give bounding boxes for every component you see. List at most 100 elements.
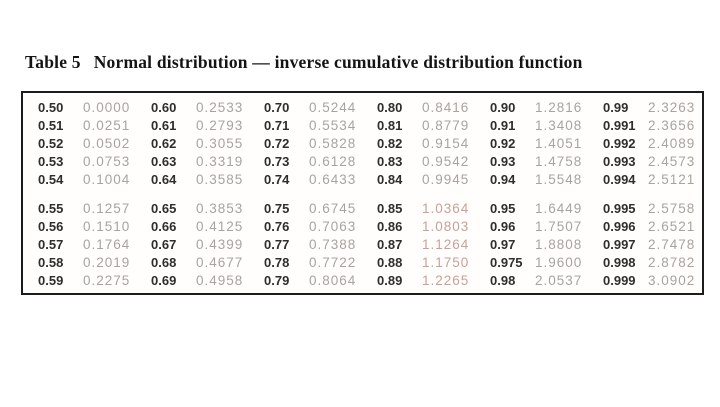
table-title-text: Normal distribution — inverse cumulative…	[93, 52, 583, 72]
probability-value-pair: 0.61 0.2793	[136, 117, 249, 135]
probability-value-pair: 0.81 0.8779	[362, 117, 475, 135]
inverse-cdf-value-cell: 0.1764	[83, 237, 131, 252]
probability-value-pair: 0.91 1.3408	[475, 117, 588, 135]
inverse-cdf-value-cell: 0.4677	[196, 255, 244, 270]
z-table: 0.50 0.0000 0.60 0.2533 0.70 0.5244 0.80 0.8416…	[21, 91, 704, 295]
probability-cell: 0.51	[38, 118, 64, 133]
table-row: 0.55 0.1257 0.65 0.3853 0.75 0.6745 0.85 1.0364…	[23, 200, 702, 218]
inverse-cdf-value-cell: 2.5121	[648, 172, 696, 187]
probability-value-pair: 0.94 1.5548	[475, 171, 588, 189]
inverse-cdf-value-cell: 0.0753	[83, 154, 131, 169]
inverse-cdf-value-cell: 0.8779	[422, 118, 470, 133]
probability-value-pair: 0.73 0.6128	[249, 153, 362, 171]
inverse-cdf-value-cell: 0.9542	[422, 154, 470, 169]
inverse-cdf-value-cell: 2.3263	[648, 100, 696, 115]
probability-cell: 0.86	[377, 219, 403, 234]
probability-cell: 0.70	[264, 100, 290, 115]
probability-cell: 0.97	[490, 237, 516, 252]
probability-value-pair: 0.78 0.7722	[249, 254, 362, 272]
inverse-cdf-value-cell: 1.4051	[535, 136, 583, 151]
inverse-cdf-value-cell: 1.0364	[422, 201, 470, 216]
probability-value-pair: 0.994 2.5121	[588, 171, 701, 189]
probability-value-pair: 0.66 0.4125	[136, 218, 249, 236]
probability-cell: 0.74	[264, 172, 290, 187]
probability-cell: 0.69	[151, 273, 177, 288]
probability-cell: 0.68	[151, 255, 177, 270]
probability-cell: 0.76	[264, 219, 290, 234]
probability-cell: 0.72	[264, 136, 290, 151]
inverse-cdf-value-cell: 0.2793	[196, 118, 244, 133]
probability-value-pair: 0.65 0.3853	[136, 200, 249, 218]
probability-cell: 0.80	[377, 100, 403, 115]
probability-cell: 0.66	[151, 219, 177, 234]
probability-cell: 0.90	[490, 100, 516, 115]
inverse-cdf-value-cell: 1.1264	[422, 237, 470, 252]
inverse-cdf-value-cell: 0.2019	[83, 255, 131, 270]
probability-cell: 0.50	[38, 100, 64, 115]
inverse-cdf-value-cell: 1.5548	[535, 172, 583, 187]
probability-cell: 0.997	[603, 237, 636, 252]
probability-cell: 0.67	[151, 237, 177, 252]
inverse-cdf-value-cell: 2.4573	[648, 154, 696, 169]
probability-value-pair: 0.53 0.0753	[23, 153, 136, 171]
table-row: 0.52 0.0502 0.62 0.3055 0.72 0.5828 0.82 0.9154…	[23, 135, 702, 153]
probability-value-pair: 0.79 0.8064	[249, 272, 362, 290]
inverse-cdf-value-cell: 1.7507	[535, 219, 583, 234]
probability-value-pair: 0.68 0.4677	[136, 254, 249, 272]
probability-value-pair: 0.69 0.4958	[136, 272, 249, 290]
probability-value-pair: 0.82 0.9154	[362, 135, 475, 153]
table-row: 0.57 0.1764 0.67 0.4399 0.77 0.7388 0.87 1.1264…	[23, 236, 702, 254]
probability-cell: 0.83	[377, 154, 403, 169]
probability-value-pair: 0.62 0.3055	[136, 135, 249, 153]
probability-cell: 0.92	[490, 136, 516, 151]
probability-value-pair: 0.975 1.9600	[475, 254, 588, 272]
probability-value-pair: 0.89 1.2265	[362, 272, 475, 290]
inverse-cdf-value-cell: 0.4125	[196, 219, 244, 234]
probability-value-pair: 0.95 1.6449	[475, 200, 588, 218]
inverse-cdf-value-cell: 2.3656	[648, 118, 696, 133]
table-row: 0.51 0.0251 0.61 0.2793 0.71 0.5534 0.81 0.8779…	[23, 117, 702, 135]
inverse-cdf-value-cell: 0.2275	[83, 273, 131, 288]
z-table-body: 0.50 0.0000 0.60 0.2533 0.70 0.5244 0.80 0.8416…	[23, 99, 702, 290]
probability-cell: 0.54	[38, 172, 64, 187]
probability-cell: 0.56	[38, 219, 64, 234]
inverse-cdf-value-cell: 0.9945	[422, 172, 470, 187]
probability-cell: 0.996	[603, 219, 636, 234]
probability-value-pair: 0.64 0.3585	[136, 171, 249, 189]
probability-value-pair: 0.50 0.0000	[23, 99, 136, 117]
probability-cell: 0.994	[603, 172, 636, 187]
probability-cell: 0.85	[377, 201, 403, 216]
inverse-cdf-value-cell: 2.6521	[648, 219, 696, 234]
probability-cell: 0.991	[603, 118, 636, 133]
probability-cell: 0.93	[490, 154, 516, 169]
probability-cell: 0.65	[151, 201, 177, 216]
probability-value-pair: 0.74 0.6433	[249, 171, 362, 189]
probability-cell: 0.59	[38, 273, 64, 288]
probability-cell: 0.63	[151, 154, 177, 169]
probability-cell: 0.98	[490, 273, 516, 288]
table-row: 0.53 0.0753 0.63 0.3319 0.73 0.6128 0.83 0.9542…	[23, 153, 702, 171]
inverse-cdf-value-cell: 1.4758	[535, 154, 583, 169]
inverse-cdf-value-cell: 0.0251	[83, 118, 131, 133]
probability-value-pair: 0.999 3.0902	[588, 272, 701, 290]
inverse-cdf-value-cell: 0.7388	[309, 237, 357, 252]
probability-cell: 0.993	[603, 154, 636, 169]
inverse-cdf-value-cell: 1.8808	[535, 237, 583, 252]
inverse-cdf-value-cell: 1.3408	[535, 118, 583, 133]
probability-cell: 0.82	[377, 136, 403, 151]
probability-value-pair: 0.52 0.0502	[23, 135, 136, 153]
probability-value-pair: 0.60 0.2533	[136, 99, 249, 117]
table-row: 0.56 0.1510 0.66 0.4125 0.76 0.7063 0.86 1.0803…	[23, 218, 702, 236]
probability-cell: 0.55	[38, 201, 64, 216]
probability-cell: 0.999	[603, 273, 636, 288]
probability-cell: 0.94	[490, 172, 516, 187]
probability-value-pair: 0.90 1.2816	[475, 99, 588, 117]
probability-cell: 0.89	[377, 273, 403, 288]
inverse-cdf-value-cell: 3.0902	[648, 273, 696, 288]
probability-value-pair: 0.70 0.5244	[249, 99, 362, 117]
probability-cell: 0.57	[38, 237, 64, 252]
probability-cell: 0.75	[264, 201, 290, 216]
probability-cell: 0.998	[603, 255, 636, 270]
probability-cell: 0.62	[151, 136, 177, 151]
